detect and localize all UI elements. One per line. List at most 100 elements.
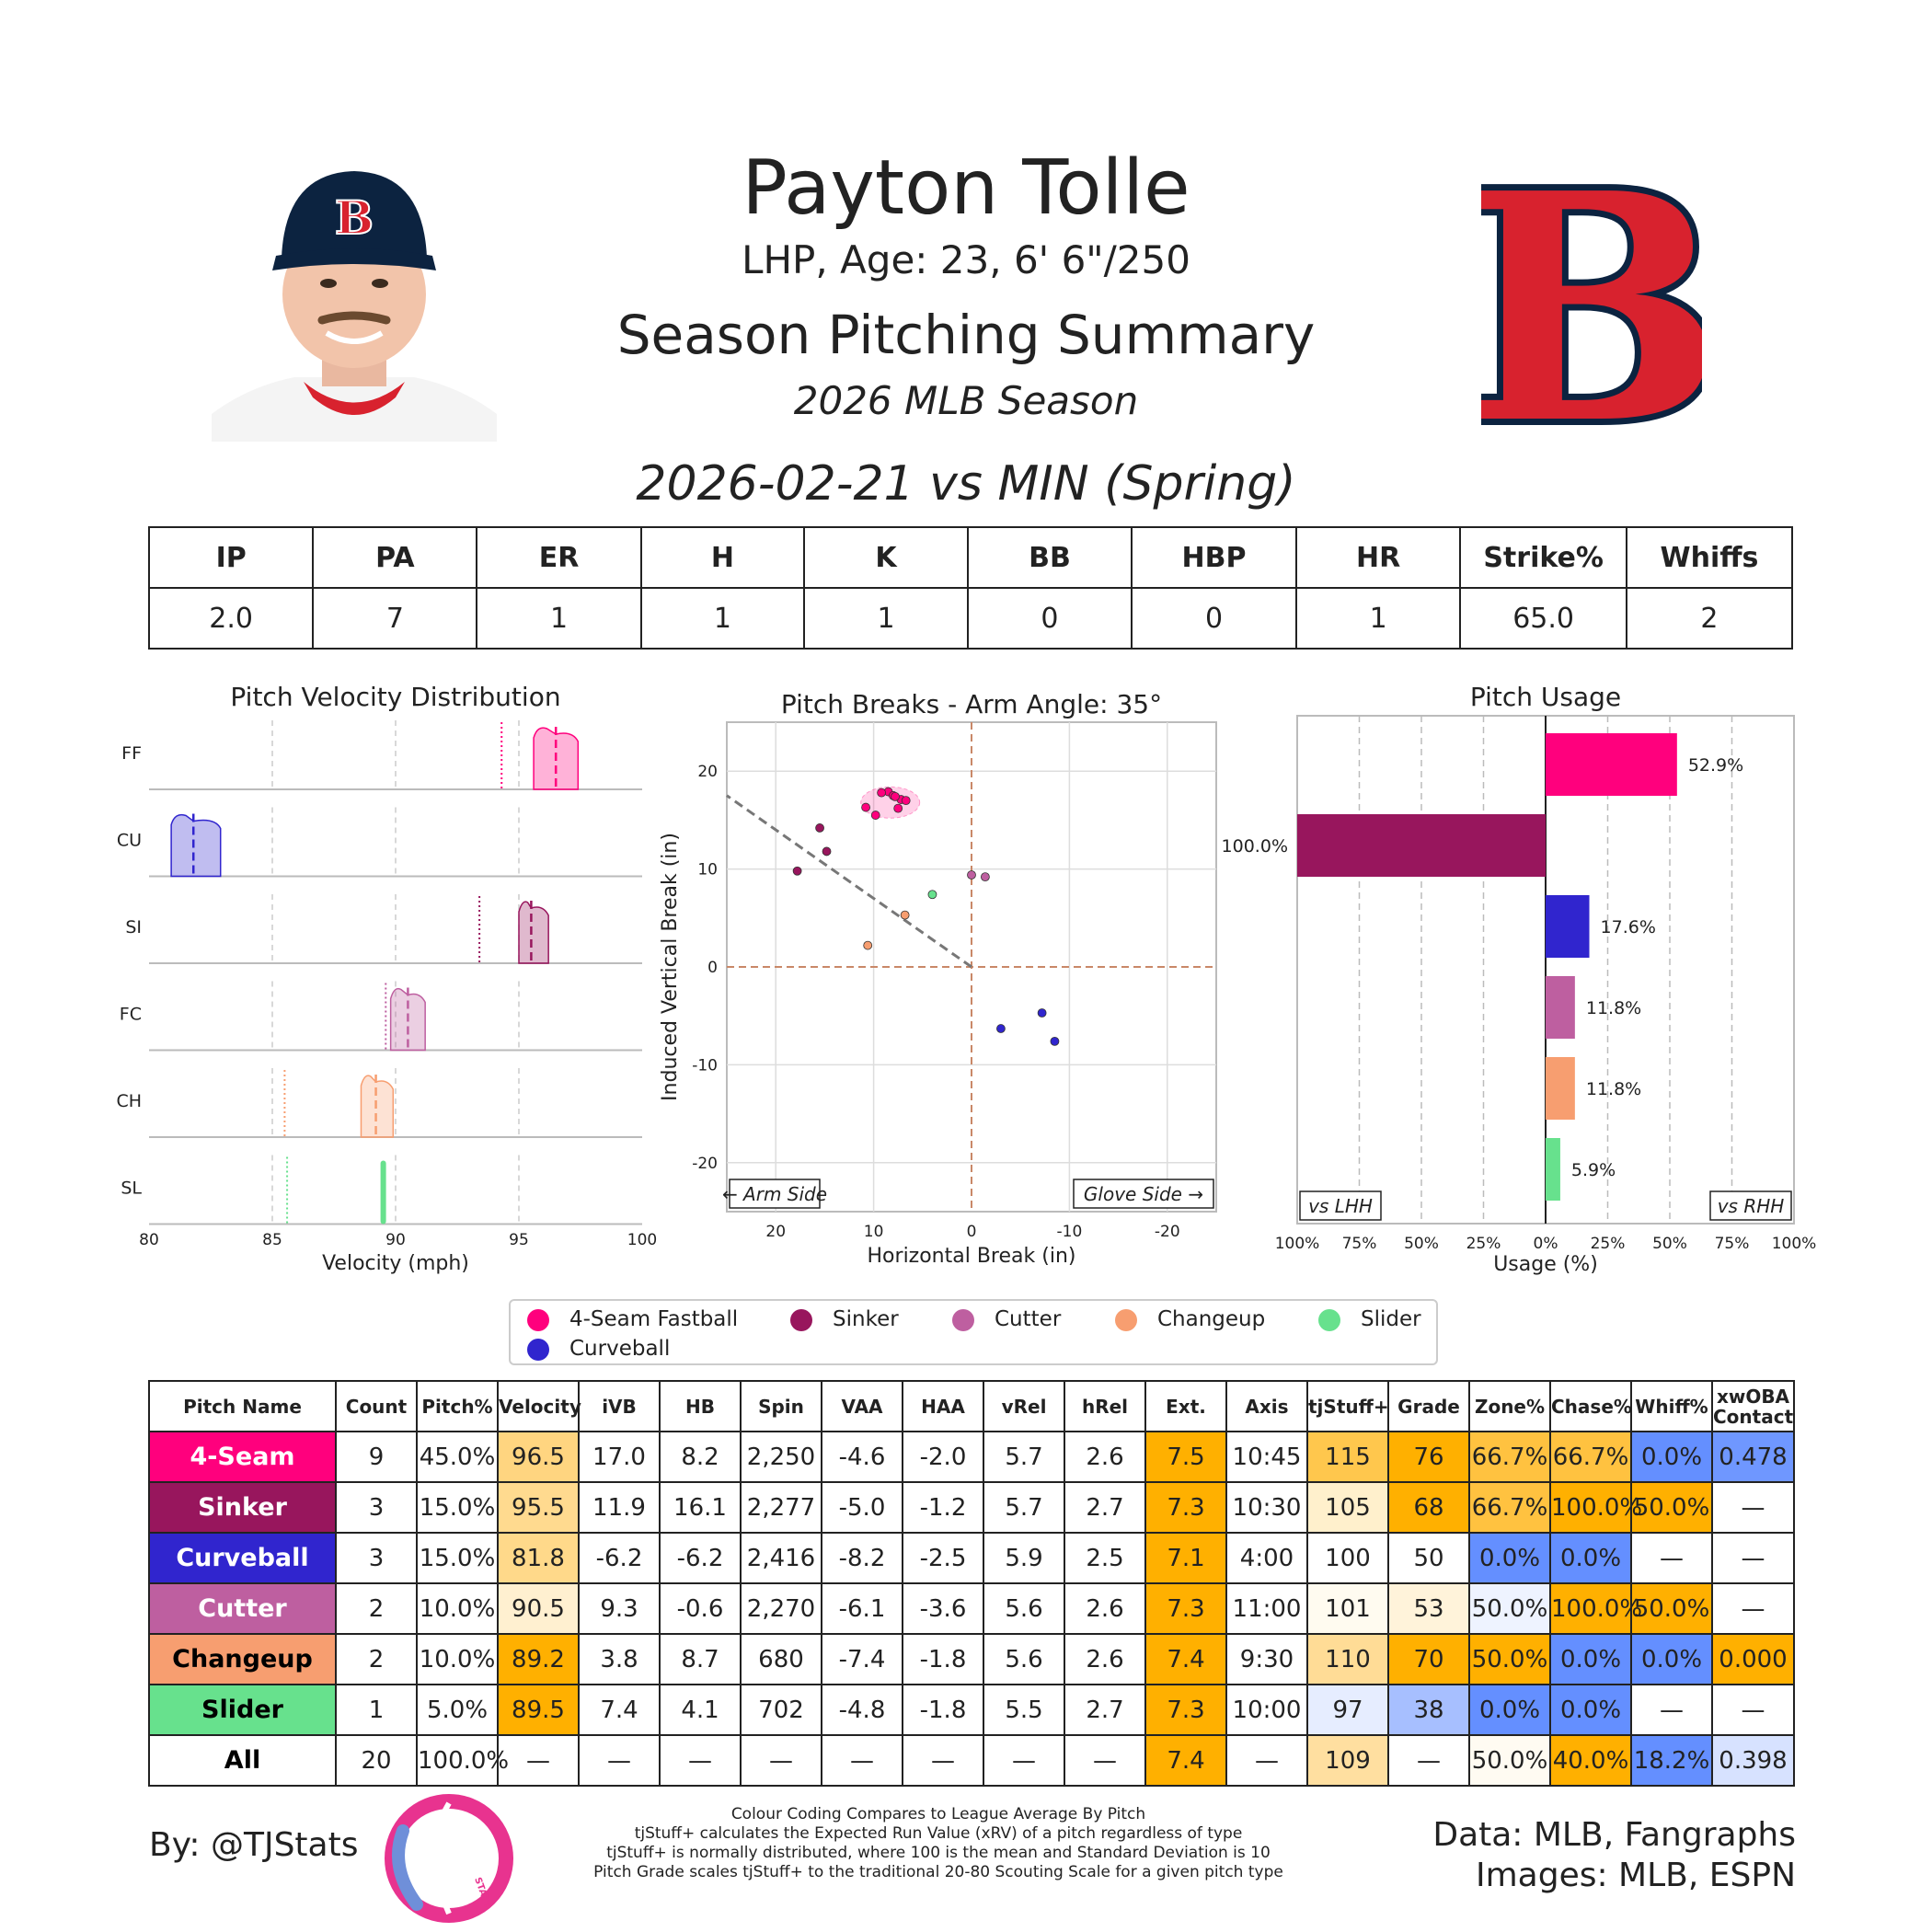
- legend-item: Changeup: [1115, 1305, 1265, 1333]
- usage-bar-rhh: [1546, 895, 1590, 958]
- vs-rhh-annotation: vs RHH: [1718, 1195, 1785, 1217]
- pitch-metric-cell: 3.8: [578, 1633, 661, 1685]
- pitch-name-cell: All: [148, 1734, 337, 1787]
- pitch-metric-cell: 89.2: [497, 1633, 580, 1685]
- x-axis-label: Horizontal Break (in): [868, 1245, 1076, 1268]
- x-tick-label: 100%: [1772, 1235, 1817, 1253]
- pitch-metric-cell: 2.7: [1064, 1684, 1146, 1736]
- pitch-metric-cell: 7.3: [1144, 1684, 1227, 1736]
- pitch-metric-cell: -0.6: [659, 1582, 742, 1635]
- break-point: [877, 788, 887, 798]
- x-tick-label: 10: [864, 1223, 884, 1241]
- pitch-metric-cell: 76: [1387, 1431, 1470, 1483]
- pitch-metric-cell: 18.2%: [1630, 1734, 1713, 1787]
- pitch-metric-cell: 7.4: [1144, 1633, 1227, 1685]
- pitch-metric-cell: 66.7%: [1468, 1431, 1551, 1483]
- legend-label: 4-Seam Fastball: [569, 1307, 739, 1331]
- pitch-metric-cell: 0.0%: [1468, 1684, 1551, 1736]
- arm-angle-line: [726, 794, 972, 969]
- pitch-metric-cell: 7.4: [578, 1684, 661, 1736]
- data-source-line: Data: MLB, Fangraphs: [1432, 1816, 1796, 1854]
- svg-text:B: B: [1481, 156, 1702, 442]
- break-point: [980, 872, 990, 882]
- stat-value: 0: [966, 587, 1133, 650]
- pitch-metric-cell: 15.0%: [416, 1481, 499, 1534]
- pitch-break-chart: Pitch Breaks - Arm Angle: 35° 20 10 0 -10 -20…: [659, 689, 1217, 1268]
- arm-side-annotation: ← Arm Side: [722, 1183, 827, 1205]
- x-tick-label: -10: [1057, 1223, 1083, 1241]
- stat-header: PA: [312, 526, 478, 589]
- pitch-metric-cell: 10:45: [1225, 1431, 1308, 1483]
- legend-item: Cutter: [952, 1305, 1061, 1333]
- legend-label: Slider: [1361, 1307, 1421, 1331]
- break-point: [891, 791, 900, 801]
- usage-bar-rhh: [1546, 976, 1575, 1039]
- pitch-metric-cell: 0.0%: [1630, 1633, 1713, 1685]
- x-tick-label: 25%: [1466, 1235, 1501, 1253]
- pitch-metric-cell: 1: [335, 1684, 418, 1736]
- pitch-metric-cell: —: [1630, 1532, 1713, 1584]
- pitch-table-header: Grade: [1387, 1380, 1470, 1432]
- stat-header: IP: [147, 526, 315, 589]
- pitch-table-header: iVB: [578, 1380, 661, 1432]
- pitch-metric-cell: —: [902, 1734, 984, 1787]
- annotation-box: [729, 1179, 821, 1209]
- pitch-table-row: 4-Seam 9 45.0% 96.5 17.0 8.2 2,250 -4.6 -2.0 5.7 2…: [148, 1431, 1795, 1483]
- pitch-metric-cell: 2.5: [1064, 1532, 1146, 1584]
- legend-item: Sinker: [790, 1305, 899, 1333]
- row-label: FC: [120, 1005, 142, 1025]
- legend-item: 4-Seam Fastball: [527, 1305, 738, 1333]
- stat-header: BB: [966, 526, 1133, 589]
- game-label: 2026-02-21 vs MIN (Spring): [636, 456, 1296, 512]
- x-tick-label: 50%: [1404, 1235, 1439, 1253]
- pitch-table-header: Axis: [1225, 1380, 1308, 1432]
- pitch-metric-cell: 9: [335, 1431, 418, 1483]
- stat-value: 0: [1131, 587, 1297, 650]
- x-axis-label: Velocity (mph): [322, 1252, 469, 1275]
- stat-value: 7: [312, 587, 478, 650]
- pitch-metric-cell: —: [1711, 1481, 1795, 1534]
- pitch-metric-cell: 0.478: [1711, 1431, 1795, 1483]
- usage-bar-lhh: [1297, 814, 1546, 877]
- pitch-metric-cell: 2: [335, 1582, 418, 1635]
- pitch-table-header: Pitch%: [416, 1380, 499, 1432]
- pitch-table-row: Changeup 2 10.0% 89.2 3.8 8.7 680 -7.4 -1.8 5.6 2.…: [148, 1633, 1795, 1685]
- pitch-metric-cell: —: [578, 1734, 661, 1787]
- pitch-metric-cell: -7.4: [821, 1633, 903, 1685]
- velocity-density: [360, 1075, 395, 1138]
- pitch-metric-cell: 2.6: [1064, 1633, 1146, 1685]
- legend-label: Curveball: [569, 1337, 671, 1361]
- break-point: [863, 940, 873, 950]
- stat-line-value-row: 2.0 7 1 1 1 0 0 1 65.0 2: [147, 587, 1794, 650]
- pitch-metric-cell: -4.6: [821, 1431, 903, 1483]
- pitch-name-cell: Slider: [148, 1684, 337, 1736]
- pitch-metric-cell: 66.7%: [1549, 1431, 1632, 1483]
- pitch-metric-cell: —: [983, 1734, 1065, 1787]
- stat-header: Whiffs: [1625, 526, 1794, 589]
- pitch-metric-cell: 100.0%: [1549, 1481, 1642, 1534]
- annotation-box: [1073, 1179, 1214, 1209]
- pitch-metric-cell: 5.7: [983, 1481, 1065, 1534]
- pitch-metric-cell: 7.5: [1144, 1431, 1227, 1483]
- pitch-metric-cell: 7.1: [1144, 1532, 1227, 1584]
- pitch-metric-cell: -3.6: [902, 1582, 984, 1635]
- break-point: [996, 1024, 1006, 1033]
- data-source: Data: MLB, Fangraphs Images: MLB, ESPN: [1432, 1815, 1796, 1896]
- break-point: [927, 890, 937, 900]
- pitch-metric-cell: 8.2: [659, 1431, 742, 1483]
- pitch-metric-cell: 0.398: [1711, 1734, 1795, 1787]
- pitch-metric-cell: 702: [740, 1684, 822, 1736]
- stat-value: 1: [639, 587, 806, 650]
- pitch-metric-cell: 7.3: [1144, 1481, 1227, 1534]
- pitch-metric-cell: 5.6: [983, 1582, 1065, 1635]
- pitch-metric-cell: 5.7: [983, 1431, 1065, 1483]
- pitch-metric-cell: 0.000: [1711, 1633, 1795, 1685]
- pitch-name-cell: Curveball: [148, 1532, 337, 1584]
- pitch-table-header-row: Pitch Name Count Pitch% Velocity iVB HB Spin VA…: [148, 1380, 1795, 1432]
- x-tick-label: 25%: [1591, 1235, 1626, 1253]
- pitch-table-row: Sinker 3 15.0% 95.5 11.9 16.1 2,277 -5.0 -1.2 5.7…: [148, 1481, 1795, 1534]
- x-tick-label: -20: [1155, 1223, 1180, 1241]
- pitch-metric-cell: 2.6: [1064, 1431, 1146, 1483]
- pitch-table-header: Ext.: [1144, 1380, 1227, 1432]
- pitch-metric-cell: —: [1711, 1684, 1795, 1736]
